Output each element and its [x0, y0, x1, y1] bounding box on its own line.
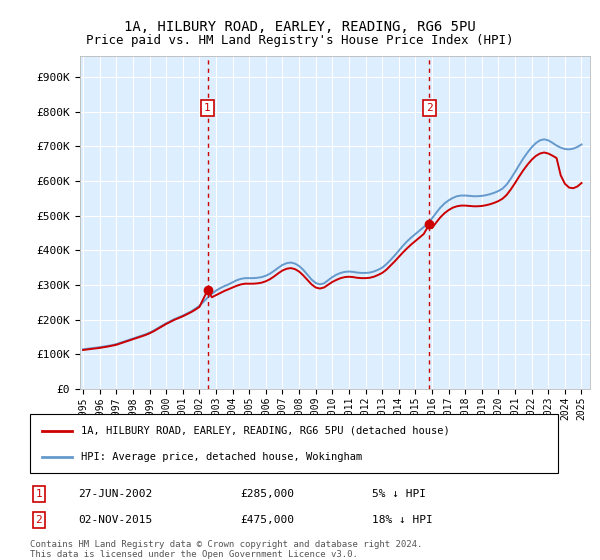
Text: 1A, HILBURY ROAD, EARLEY, READING, RG6 5PU: 1A, HILBURY ROAD, EARLEY, READING, RG6 5…	[124, 20, 476, 34]
Text: 2: 2	[426, 103, 433, 113]
Text: 18% ↓ HPI: 18% ↓ HPI	[372, 515, 433, 525]
Text: 02-NOV-2015: 02-NOV-2015	[78, 515, 152, 525]
Text: £475,000: £475,000	[240, 515, 294, 525]
Text: Contains HM Land Registry data © Crown copyright and database right 2024.: Contains HM Land Registry data © Crown c…	[30, 540, 422, 549]
Text: This data is licensed under the Open Government Licence v3.0.: This data is licensed under the Open Gov…	[30, 550, 358, 559]
Text: 1: 1	[35, 489, 43, 499]
Text: £285,000: £285,000	[240, 489, 294, 499]
Text: 2: 2	[35, 515, 43, 525]
Text: 1A, HILBURY ROAD, EARLEY, READING, RG6 5PU (detached house): 1A, HILBURY ROAD, EARLEY, READING, RG6 5…	[81, 426, 450, 436]
Text: 5% ↓ HPI: 5% ↓ HPI	[372, 489, 426, 499]
Text: 27-JUN-2002: 27-JUN-2002	[78, 489, 152, 499]
Text: Price paid vs. HM Land Registry's House Price Index (HPI): Price paid vs. HM Land Registry's House …	[86, 34, 514, 46]
Text: 1: 1	[204, 103, 211, 113]
Text: HPI: Average price, detached house, Wokingham: HPI: Average price, detached house, Woki…	[81, 452, 362, 462]
